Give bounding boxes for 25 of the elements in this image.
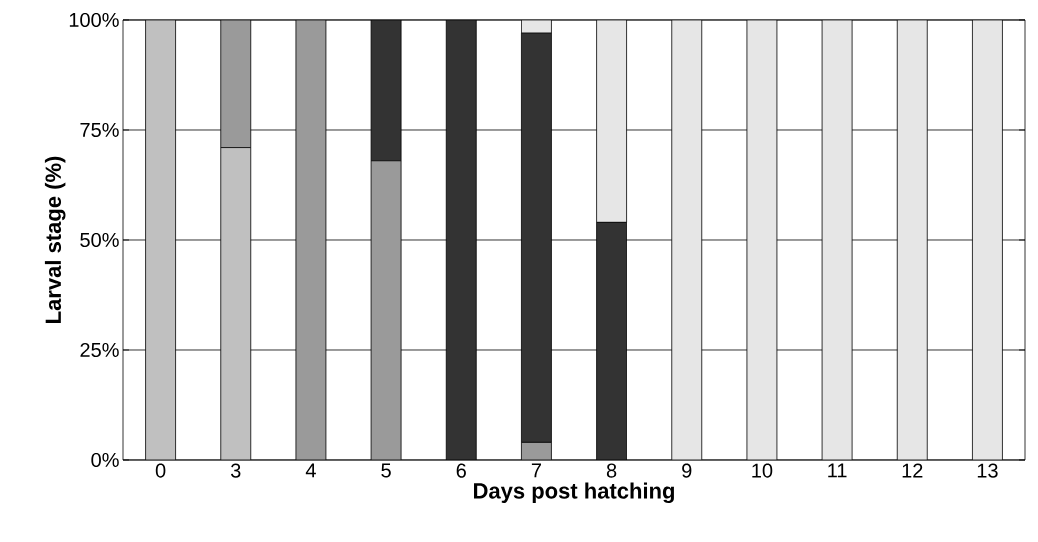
bar: [521, 32, 552, 443]
x-tick-label: 0: [155, 463, 166, 478]
x-tick-label: 7: [531, 463, 541, 478]
x-axis-title: Days post hatching: [474, 482, 674, 504]
x-tick-label: 6: [456, 463, 466, 478]
x-tick-label: 11: [828, 463, 847, 478]
y-tick-label: 75%: [80, 122, 119, 138]
x-tick-label: 3: [230, 463, 241, 478]
y-tick-label: 0%: [91, 452, 119, 468]
x-tick-label: 13: [977, 463, 998, 478]
bar: [596, 221, 627, 460]
x-tick-label: 4: [305, 463, 316, 478]
bar: [145, 19, 176, 460]
y-axis-title: Larval stage (%): [44, 156, 66, 323]
bar: [445, 19, 477, 460]
x-tick-label: 12: [902, 463, 923, 478]
x-tick-label: 8: [606, 463, 617, 478]
x-tick-label: 5: [381, 463, 391, 478]
y-tick-label: 100%: [69, 12, 119, 28]
y-tick-label: 25%: [80, 342, 119, 358]
x-tick-label: 9: [682, 463, 692, 478]
y-tick-label: 50%: [80, 232, 119, 248]
x-tick-label: 10: [752, 463, 773, 478]
bar: [220, 147, 252, 460]
bar: [370, 19, 402, 162]
